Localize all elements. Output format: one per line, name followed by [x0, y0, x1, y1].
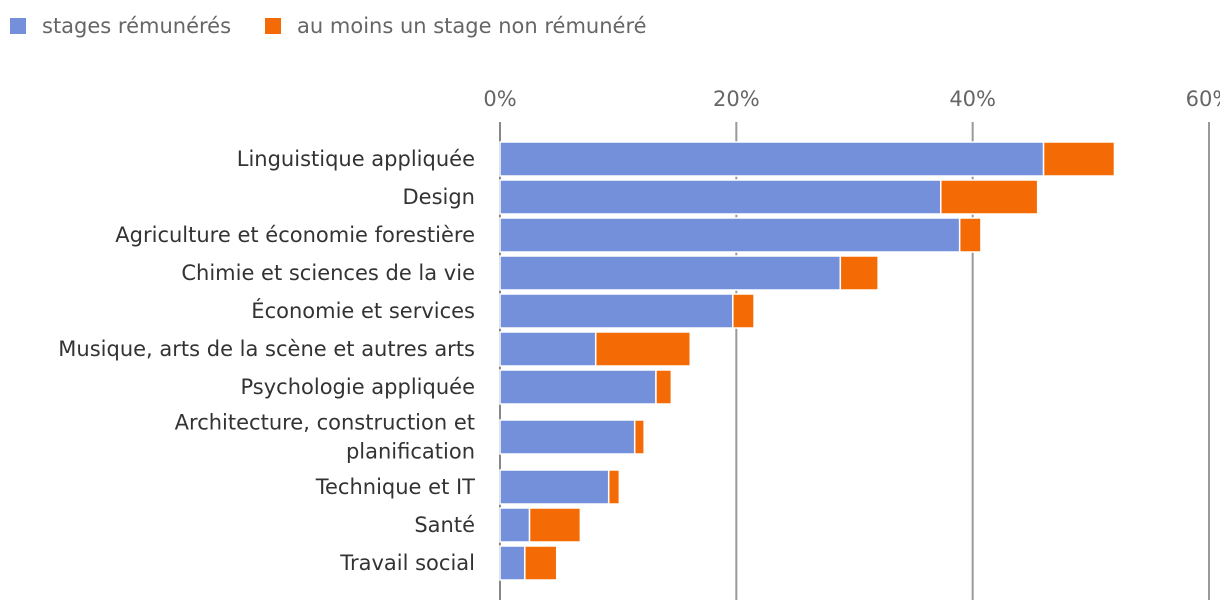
category-label: Économie et services: [251, 298, 475, 323]
category-label: Technique et IT: [315, 475, 475, 499]
bar-unpaid: [528, 507, 582, 543]
bar-paid: [499, 217, 961, 253]
category-label: Chimie et sciences de la vie: [181, 261, 475, 285]
bar-paid: [499, 141, 1045, 177]
bar-paid: [499, 369, 657, 405]
bar-unpaid: [732, 293, 755, 329]
category-label: planification: [346, 440, 475, 464]
category-label: Architecture, construction et: [175, 411, 475, 435]
legend-label-unpaid: au moins un stage non rémunéré: [297, 14, 647, 38]
legend-item-unpaid[interactable]: au moins un stage non rémunéré: [265, 14, 647, 38]
bar-unpaid: [594, 331, 691, 367]
legend: stages rémunérés au moins un stage non r…: [10, 14, 681, 38]
category-label: Agriculture et économie forestière: [115, 223, 475, 247]
category-label: Travail social: [339, 551, 475, 575]
bar-unpaid: [607, 469, 621, 505]
bar-unpaid: [633, 419, 645, 455]
x-tick-label: 40%: [949, 87, 996, 111]
bar-paid: [499, 179, 942, 215]
legend-swatch-paid: [10, 18, 26, 34]
bar-paid: [499, 419, 636, 455]
category-label: Musique, arts de la scène et autres arts: [58, 337, 475, 361]
category-label: Psychologie appliquée: [241, 375, 476, 399]
legend-label-paid: stages rémunérés: [42, 14, 232, 38]
bar-paid: [499, 331, 597, 367]
bar-paid: [499, 255, 842, 291]
x-tick-label: 0%: [483, 87, 516, 111]
legend-item-paid[interactable]: stages rémunérés: [10, 14, 231, 38]
x-tick-label: 60%: [1186, 87, 1220, 111]
bar-unpaid: [1042, 141, 1116, 177]
bar-paid: [499, 469, 610, 505]
category-label: Linguistique appliquée: [237, 147, 475, 171]
category-label: Santé: [414, 513, 475, 537]
legend-swatch-unpaid: [265, 18, 282, 34]
category-label: Design: [402, 185, 475, 209]
bar-unpaid: [524, 545, 558, 581]
bar-paid: [499, 545, 526, 581]
bar-paid: [499, 507, 531, 543]
bar-unpaid: [958, 217, 982, 253]
bar-unpaid: [839, 255, 879, 291]
x-tick-label: 20%: [713, 87, 760, 111]
bar-paid: [499, 293, 734, 329]
bar-unpaid: [940, 179, 1039, 215]
bar-unpaid: [655, 369, 673, 405]
